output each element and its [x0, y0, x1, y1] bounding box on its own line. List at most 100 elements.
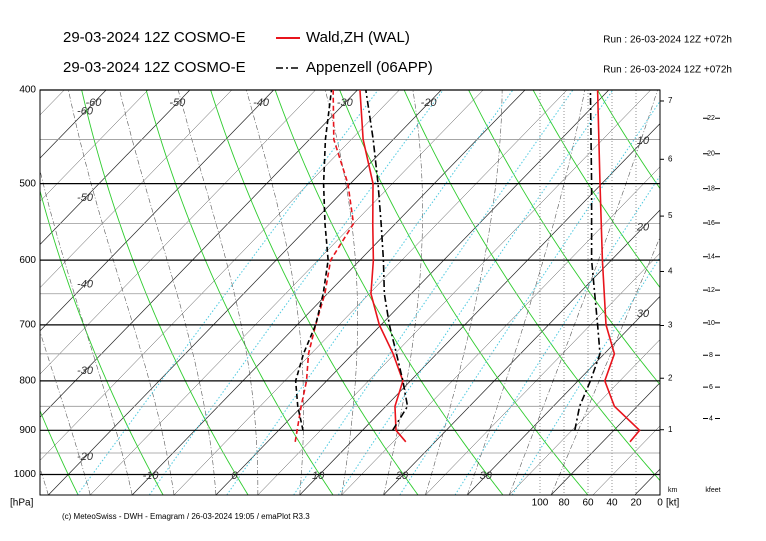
- mixing-ratio-line: [454, 175, 660, 495]
- isotherm: [634, 468, 660, 495]
- dry-adiabat: [81, 90, 249, 495]
- wind-tick-label: 0: [657, 498, 663, 509]
- isotherm-label: 20: [395, 470, 409, 482]
- wind-tick-label: 80: [558, 498, 570, 509]
- isotherm: [257, 90, 651, 495]
- dry-adiabat: [403, 90, 660, 482]
- y-tick-label: 700: [19, 319, 36, 330]
- isotherm-label: 30: [480, 470, 493, 482]
- isotherm: [550, 382, 660, 495]
- km-tick-label: 3: [668, 321, 673, 330]
- mixing-ratio-line: [148, 90, 444, 495]
- isotherm-label: 10: [637, 135, 650, 147]
- run-label: Run : 26-03-2024 12Z +072h: [603, 65, 732, 76]
- profile-line: [365, 89, 409, 431]
- isotherm-label: -50: [77, 192, 94, 204]
- moist-adiabat: [467, 90, 586, 495]
- isotherm: [40, 90, 400, 461]
- moist-adiabat: [119, 90, 217, 495]
- kfeet-tick-label: 20: [707, 151, 715, 158]
- wind-speed-line: [574, 89, 601, 431]
- model-label: 29-03-2024 12Z COSMO-E: [63, 29, 246, 46]
- kfeet-tick-label: 6: [709, 384, 713, 391]
- isotherm: [215, 90, 610, 495]
- profile-line: [359, 89, 407, 443]
- isotherm-label: -20: [421, 97, 438, 109]
- isotherm: [90, 90, 484, 495]
- isotherm-label: -10: [143, 470, 160, 482]
- wind-unit: [kt]: [666, 498, 680, 509]
- station-label: Wald,ZH (WAL): [306, 29, 410, 46]
- y-tick-label: 600: [19, 255, 36, 266]
- moist-adiabat: [550, 236, 660, 495]
- moist-adiabat: [68, 90, 175, 495]
- kfeet-tick-label: 18: [707, 185, 715, 192]
- isotherm: [40, 90, 358, 418]
- y-tick-label: 500: [19, 178, 36, 189]
- kfeet-tick-label: 14: [707, 254, 715, 261]
- isotherm-label: 10: [312, 470, 325, 482]
- isotherm-label: -60: [86, 97, 103, 109]
- moist-adiabat: [40, 169, 133, 495]
- moist-adiabat: [425, 90, 503, 495]
- wind-tick-label: 100: [532, 498, 549, 509]
- isotherm-label: -30: [337, 97, 354, 109]
- km-tick-label: 7: [668, 96, 673, 105]
- isotherm: [592, 425, 660, 495]
- isotherm: [467, 295, 660, 495]
- isotherm-label: -40: [77, 278, 94, 290]
- isotherm: [40, 90, 149, 202]
- isotherm: [677, 90, 766, 495]
- isotherm: [40, 90, 316, 375]
- kfeet-tick-label: 10: [707, 320, 715, 327]
- kfeet-tick-label: 8: [709, 352, 713, 359]
- model-label: 29-03-2024 12Z COSMO-E: [63, 59, 246, 76]
- km-label: km: [668, 487, 678, 494]
- isotherm: [48, 90, 442, 495]
- mixing-ratio-line: [337, 90, 614, 495]
- isotherm: [40, 90, 191, 246]
- header: 29-03-2024 12Z COSMO-E Wald,ZH (WAL) Run :…: [63, 29, 732, 76]
- profile-line: [294, 89, 355, 442]
- moist-adiabat: [246, 90, 304, 495]
- dry-adiabat: [145, 90, 334, 495]
- isotherm-label: 20: [636, 221, 650, 233]
- dry-adiabat: [40, 189, 164, 495]
- kfeet-tick-label: 12: [707, 287, 715, 294]
- dry-adiabat: [468, 90, 660, 386]
- wind-tick-label: 40: [606, 498, 618, 509]
- mixing-ratio-line: [511, 256, 660, 495]
- wind-tick-label: 60: [582, 498, 594, 509]
- profile-line: [294, 89, 333, 431]
- km-tick-label: 1: [668, 425, 673, 434]
- isotherm-label: -40: [253, 97, 270, 109]
- isotherm: [425, 252, 660, 495]
- isotherm: [40, 90, 274, 332]
- isotherm: [719, 90, 766, 495]
- dry-adiabat: [597, 90, 660, 190]
- run-label: Run : 26-03-2024 12Z +072h: [603, 35, 732, 46]
- isotherm: [383, 209, 660, 495]
- km-tick-label: 5: [668, 211, 673, 220]
- mixing-ratio-line: [226, 90, 514, 495]
- isotherm-label: -30: [77, 365, 94, 377]
- isotherm: [40, 90, 107, 159]
- isotherm-label: 0: [231, 470, 238, 482]
- isotherm: [131, 90, 526, 495]
- y-tick-label: 800: [19, 376, 36, 387]
- kfeet-label: kfeet: [705, 487, 720, 494]
- isotherm-label: -20: [77, 451, 94, 463]
- isotherm-label: -50: [169, 97, 186, 109]
- station-label: Appenzell (06APP): [306, 59, 433, 76]
- isotherm-label: -60: [77, 106, 94, 118]
- km-tick-label: 6: [668, 154, 673, 163]
- kfeet-tick-label: 4: [709, 415, 713, 422]
- background-lines: [40, 90, 766, 495]
- dry-adiabat: [339, 90, 589, 495]
- dry-adiabat: [727, 90, 766, 495]
- wind-tick-label: 20: [630, 498, 642, 509]
- dry-adiabat: [274, 90, 504, 495]
- moist-adiabat: [177, 90, 259, 495]
